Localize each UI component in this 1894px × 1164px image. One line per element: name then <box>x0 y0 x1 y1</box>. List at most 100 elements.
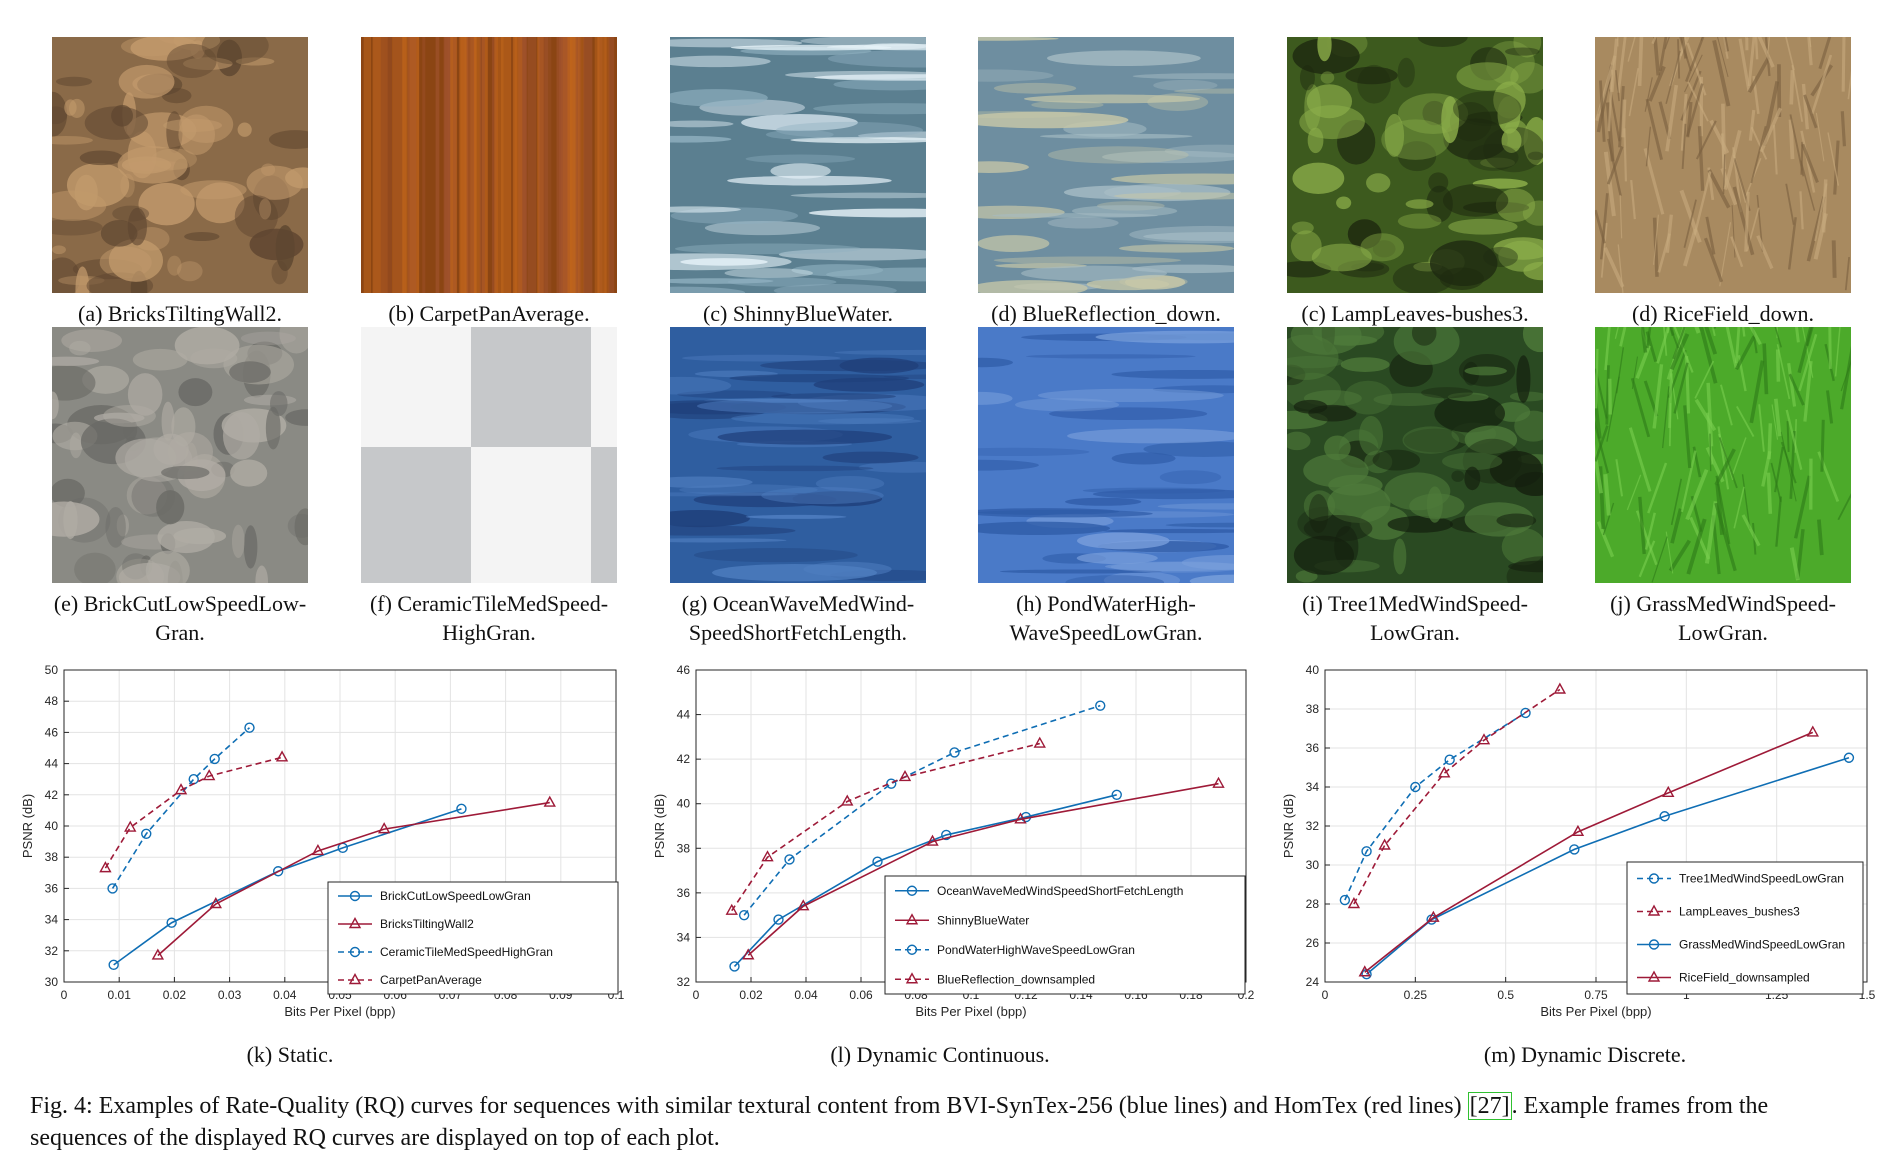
y-tick-label: 28 <box>1306 897 1320 911</box>
series-line <box>104 756 283 869</box>
example-frame-caption-e: (e) BrickCutLowSpeedLow-Gran. <box>53 591 307 645</box>
chart-caption-dynamic-continuous: (l) Dynamic Continuous. <box>830 1042 1050 1067</box>
example-frame-caption-h: (h) PondWaterHigh-WaveSpeedLowGran. <box>1009 591 1203 645</box>
series-BricksTiltingWall2 <box>151 795 556 960</box>
y-axis-label: PSNR (dB) <box>652 794 667 858</box>
chart-svg: 0 0.02 0.04 0.06 0.08 0.1 0.12 0.14 0.16 0.18 0.23… <box>652 663 1255 1019</box>
example-frame-caption-d2: (d) RiceField_down. <box>1631 301 1815 326</box>
legend-marker <box>348 973 362 985</box>
data-point <box>1212 776 1225 788</box>
data-point <box>108 959 119 971</box>
series-LampLeaves_bushes3 <box>1347 682 1567 909</box>
data-point <box>456 803 467 815</box>
x-tick-label: 0.01 <box>108 988 132 1002</box>
data-point <box>1806 725 1819 737</box>
data-point <box>1095 700 1106 711</box>
y-tick-label: 32 <box>45 944 59 958</box>
data-point <box>141 828 152 840</box>
data-point <box>151 948 165 960</box>
legend-entry: ShinnyBlueWater <box>937 913 1029 927</box>
legend-marker <box>1647 904 1661 916</box>
y-tick-label: 36 <box>45 881 59 895</box>
data-point <box>926 834 939 846</box>
y-tick-label: 48 <box>45 694 59 708</box>
legend-entry: GrassMedWindSpeedLowGran <box>1679 938 1845 952</box>
series-ShinnyBlueWater <box>742 776 1225 960</box>
data-point <box>166 917 177 928</box>
series-CeramicTileMedSpeedHighGran <box>107 722 255 894</box>
series-line <box>743 704 1101 916</box>
example-frame-caption-i: (i) Tree1MedWindSpeed-LowGran. <box>1302 591 1528 645</box>
data-point <box>1477 733 1491 745</box>
data-point <box>543 795 556 807</box>
data-point <box>898 770 912 782</box>
chart-caption-dynamic-discrete: (m) Dynamic Discrete. <box>1483 1042 1687 1067</box>
data-point <box>872 856 883 867</box>
example-frame-a <box>52 37 308 293</box>
data-point <box>742 948 755 960</box>
data-point <box>1347 897 1361 909</box>
y-tick-label: 34 <box>45 913 59 927</box>
data-point <box>1339 894 1351 906</box>
data-point <box>244 722 255 733</box>
legend-marker <box>1647 970 1661 982</box>
legend-marker <box>906 885 918 896</box>
legend-entry: RiceField_downsampled <box>1679 971 1810 985</box>
legend-entry: OceanWaveMedWindSpeedShortFetchLength <box>937 884 1183 898</box>
example-frame-caption-d1: (d) BlueReflection_down. <box>991 301 1221 326</box>
example-frame-g <box>670 327 926 583</box>
example-frame-j <box>1595 327 1851 583</box>
y-tick-label: 44 <box>677 708 691 722</box>
data-point <box>377 822 391 834</box>
series-line <box>731 742 1040 912</box>
y-tick-label: 38 <box>45 850 59 864</box>
data-point <box>784 854 795 865</box>
data-point <box>1438 766 1451 778</box>
legend-marker <box>349 946 361 958</box>
legend-marker <box>905 913 919 925</box>
y-tick-label: 30 <box>45 975 59 989</box>
x-tick-label: 0.75 <box>1584 988 1608 1002</box>
legend-marker <box>1648 939 1660 950</box>
example-frame-f <box>361 327 617 583</box>
citation-link[interactable]: [27] <box>1467 1092 1512 1120</box>
series-BlueReflection_downsampled <box>725 736 1046 915</box>
x-axis-label: Bits Per Pixel (bpp) <box>284 1004 395 1019</box>
data-point <box>124 820 137 832</box>
chart-svg: 0 0.25 0.5 0.75 1 1.25 1.5242628303234363840Bi… <box>1281 663 1876 1019</box>
series-line <box>1353 688 1561 905</box>
example-frame-caption-f: (f) CeramicTileMedSpeed-HighGran. <box>369 591 609 645</box>
data-point <box>272 866 284 877</box>
legend-marker <box>1648 873 1660 884</box>
figure-caption-text-end: . Example frames from the sequences of t… <box>30 1093 1769 1151</box>
y-axis-label: PSNR (dB) <box>20 794 35 858</box>
legend-entry: CeramicTileMedSpeedHighGran <box>380 945 553 959</box>
y-tick-label: 36 <box>1306 741 1320 755</box>
example-frame-i <box>1287 327 1543 583</box>
legend-marker <box>905 972 919 984</box>
data-point <box>1659 811 1670 822</box>
series-line <box>1364 731 1814 973</box>
legend-entry: Tree1MedWindSpeedLowGran <box>1679 872 1844 886</box>
data-point <box>841 794 854 806</box>
series-line <box>1366 756 1850 975</box>
chart-caption-static: (k) Static. <box>246 1042 334 1067</box>
legend-box <box>327 881 619 995</box>
legend-entry: BrickCutLowSpeedLowGran <box>380 889 531 903</box>
x-tick-label: 0.5 <box>1497 988 1514 1002</box>
legend-marker <box>348 917 362 929</box>
data-point <box>1378 838 1391 850</box>
data-point <box>1569 844 1580 855</box>
x-tick-label: 0.04 <box>794 988 818 1002</box>
series-line <box>747 782 1219 956</box>
legend-box <box>884 875 1246 995</box>
y-tick-label: 34 <box>677 930 691 944</box>
data-point <box>729 961 740 972</box>
example-frame-caption-g: (g) OceanWaveMedWind-SpeedShortFetchLeng… <box>681 591 915 645</box>
chart-svg: 0 0.01 0.02 0.03 0.04 0.05 0.06 0.07 0.08 0.09 0.1… <box>20 663 625 1019</box>
series-CarpetPanAverage <box>99 750 289 873</box>
chart-dynamic-discrete: 0 0.25 0.5 0.75 1 1.25 1.5 24 26 28 30 32 34 36 38 40 Bi… <box>1265 662 1876 1032</box>
data-point <box>1553 682 1567 694</box>
legend-entry: BlueReflection_downsampled <box>937 972 1095 986</box>
data-point <box>1662 785 1675 798</box>
